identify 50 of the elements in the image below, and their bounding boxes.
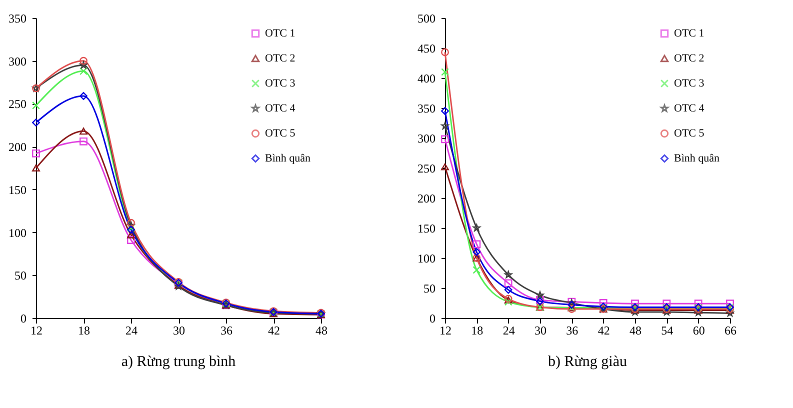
- y-tick-label: 400: [418, 72, 436, 86]
- legend-label: OTC 3: [265, 78, 296, 90]
- y-tick-label: 450: [418, 42, 436, 56]
- y-tick-label: 150: [418, 222, 436, 236]
- y-tick-label: 100: [8, 226, 26, 240]
- legend-label: OTC 5: [265, 128, 296, 140]
- x-tick-label: 60: [692, 324, 705, 338]
- x-tick-label: 24: [126, 324, 138, 338]
- x-tick-label: 18: [78, 324, 90, 338]
- x-tick-label: 48: [630, 324, 642, 338]
- x-tick-label: 36: [566, 324, 578, 338]
- y-tick-label: 250: [418, 162, 436, 176]
- x-tick-label: 12: [30, 324, 42, 338]
- legend-label: OTC 3: [674, 78, 705, 90]
- legend-label: OTC 1: [265, 28, 296, 40]
- y-tick-label: 200: [418, 192, 436, 206]
- y-tick-label: 200: [8, 140, 26, 154]
- y-tick-label: 50: [14, 268, 26, 283]
- y-tick-label: 350: [8, 12, 26, 26]
- legend-label: OTC 2: [265, 52, 296, 64]
- legend-label: OTC 4: [674, 102, 705, 114]
- text: b) Rừng giàu: [548, 354, 628, 370]
- x-tick-label: 30: [534, 324, 546, 338]
- x-tick-label: 66: [724, 324, 736, 338]
- legend-label: OTC 5: [674, 128, 705, 140]
- legend-label: Bình quân: [265, 152, 312, 164]
- x-tick-label: 30: [173, 324, 185, 338]
- y-tick-label: 50: [424, 282, 436, 296]
- x-tick-label: 48: [316, 324, 328, 338]
- y-tick-label: 0: [430, 312, 436, 326]
- legend-label: OTC 1: [674, 28, 704, 40]
- x-tick-label: 42: [268, 324, 280, 338]
- y-tick-label: 250: [8, 97, 26, 112]
- y-tick-label: 0: [20, 312, 26, 326]
- y-tick-label: 500: [418, 12, 436, 26]
- x-tick-label: 24: [502, 324, 515, 338]
- y-tick-label: 300: [418, 132, 436, 146]
- legend-label: Bình quân: [674, 152, 720, 164]
- x-tick-label: 18: [471, 324, 484, 338]
- y-tick-label: 350: [418, 102, 436, 116]
- y-tick-label: 300: [8, 54, 26, 68]
- x-tick-label: 12: [440, 324, 452, 338]
- y-tick-label: 100: [418, 252, 436, 266]
- legend-label: OTC 4: [265, 102, 296, 114]
- text: a) Rừng trung bình: [121, 354, 236, 370]
- x-tick-label: 36: [220, 324, 232, 338]
- legend-label: OTC 2: [674, 52, 704, 64]
- y-tick-label: 150: [8, 182, 26, 197]
- x-tick-label: 42: [598, 324, 610, 338]
- x-tick-label: 54: [661, 324, 674, 338]
